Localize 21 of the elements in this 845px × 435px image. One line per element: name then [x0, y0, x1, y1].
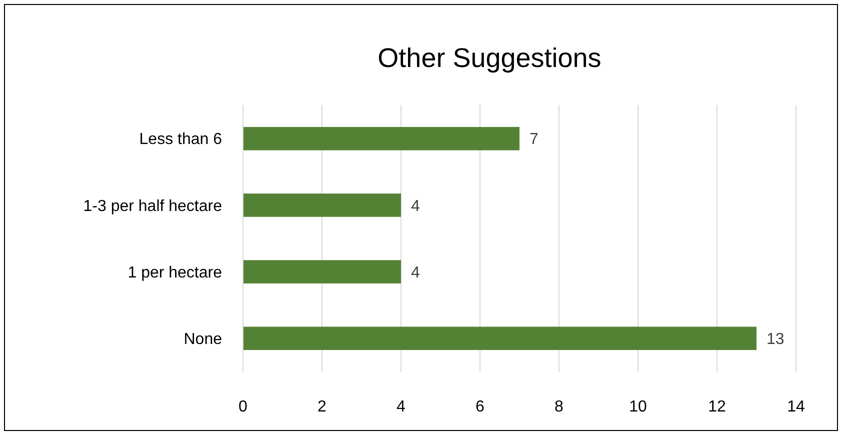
x-tick-label: 6 — [476, 398, 485, 416]
bar — [243, 126, 520, 150]
y-tick-label: None — [184, 330, 222, 348]
x-tick-label: 2 — [318, 398, 327, 416]
y-tick-label: 1-3 per half hectare — [83, 198, 222, 215]
x-tick-label: 4 — [396, 398, 406, 416]
chart-title: Other Suggestions — [378, 43, 602, 73]
x-tick-label: 12 — [708, 398, 726, 416]
data-label: 4 — [411, 198, 420, 215]
data-label: 13 — [766, 330, 784, 348]
bar — [243, 326, 756, 350]
data-label: 4 — [411, 264, 420, 282]
x-tick-label: 8 — [554, 398, 564, 416]
x-tick-label: 14 — [787, 398, 805, 416]
bar — [243, 194, 401, 217]
x-tick-label: 0 — [238, 398, 248, 416]
data-label: 7 — [530, 131, 538, 148]
y-tick-label: 1 per hectare — [128, 264, 222, 282]
bar — [243, 260, 401, 284]
y-tick-label: Less than 6 — [139, 131, 222, 148]
x-tick-label: 10 — [629, 398, 647, 416]
